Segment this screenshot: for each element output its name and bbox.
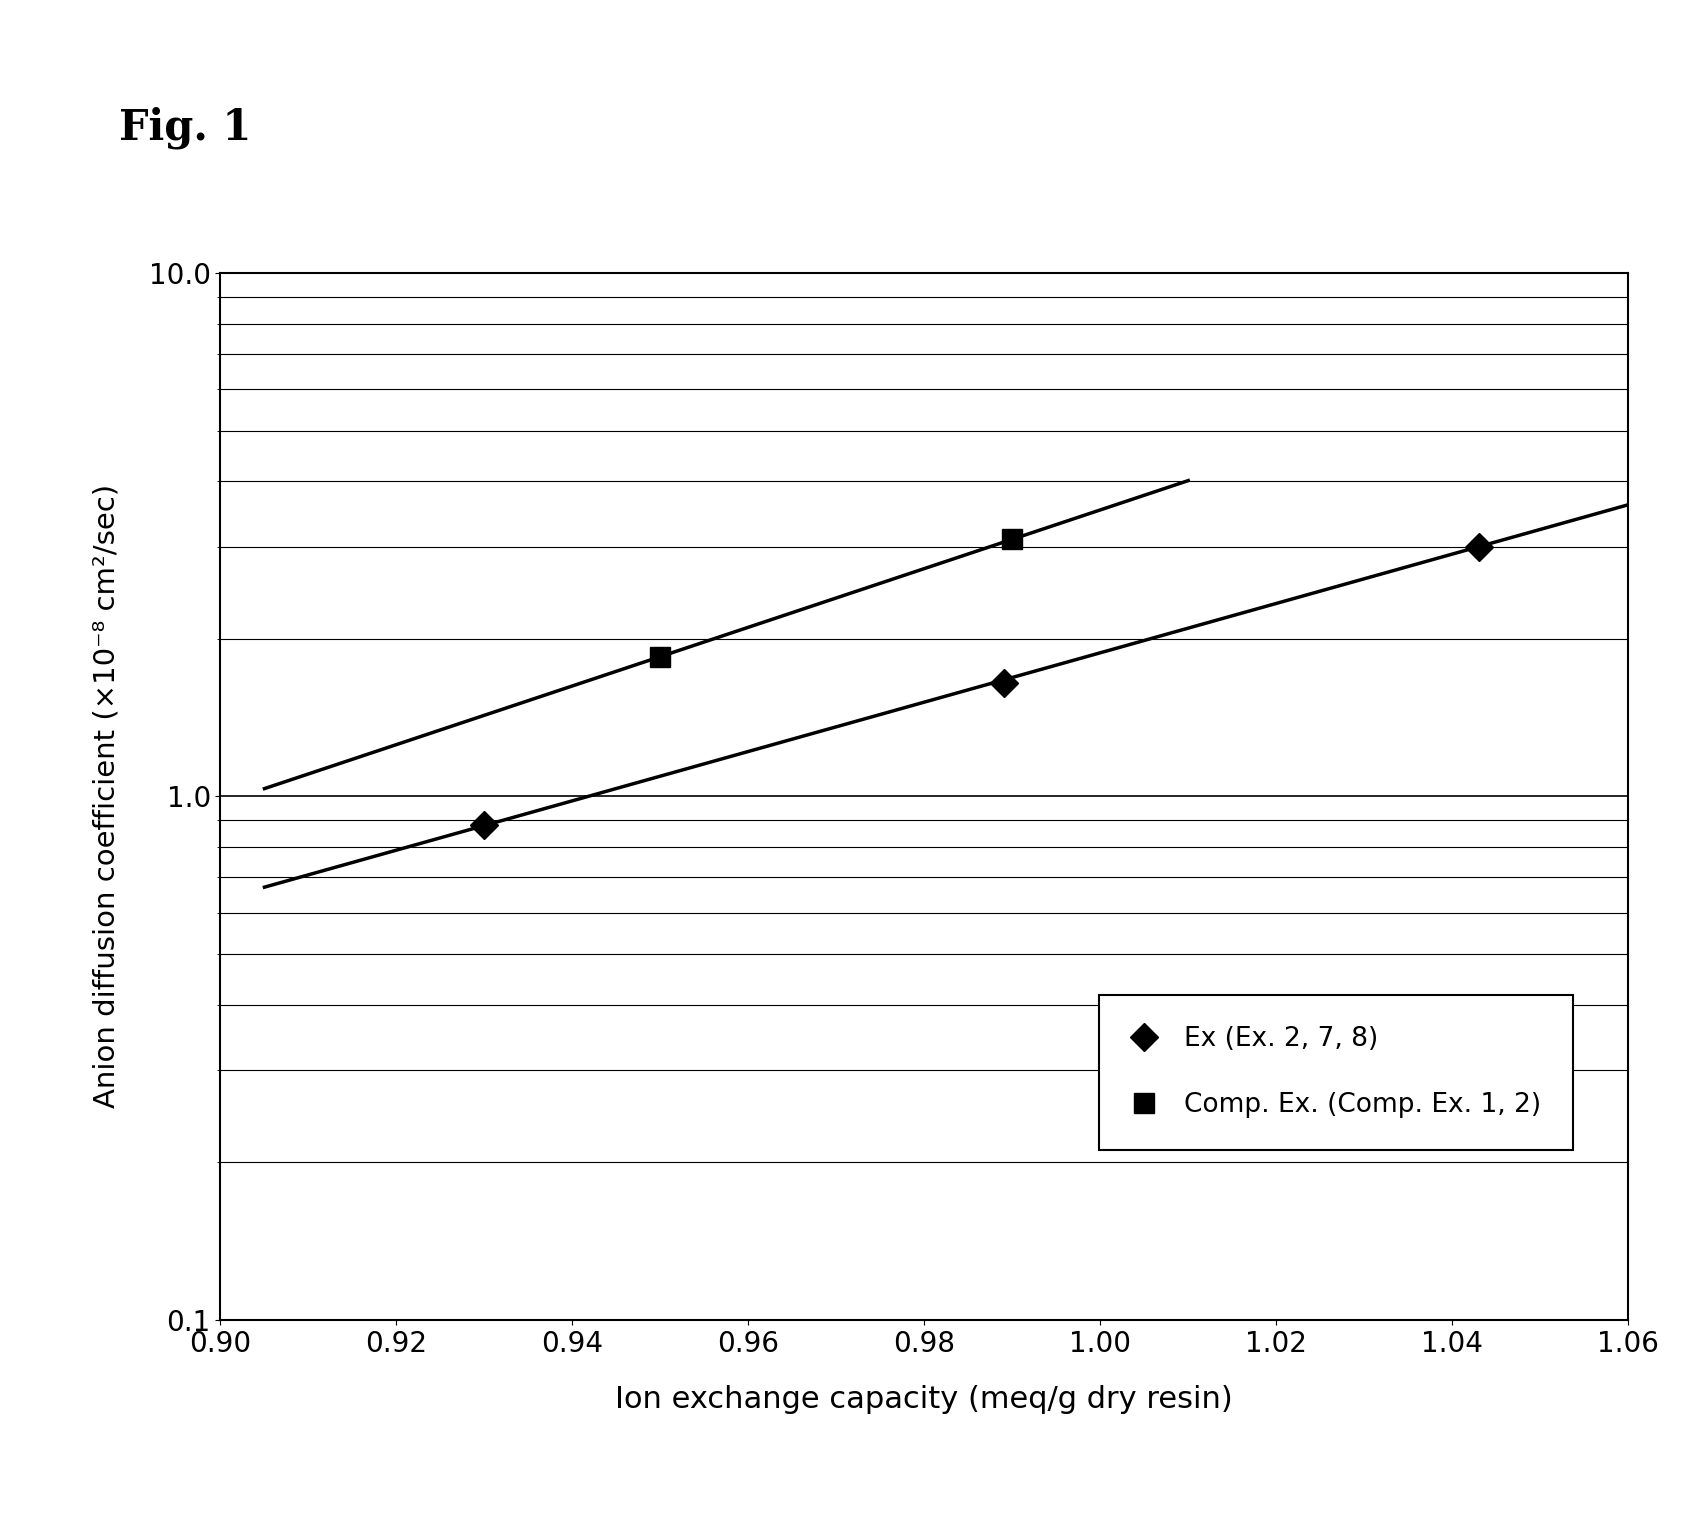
Line: Ex (Ex. 2, 7, 8): Ex (Ex. 2, 7, 8): [475, 537, 1489, 836]
X-axis label: Ion exchange capacity (meq/g dry resin): Ion exchange capacity (meq/g dry resin): [616, 1385, 1233, 1414]
Y-axis label: Anion diffusion coefficient (×10⁻⁸ cm²/sec): Anion diffusion coefficient (×10⁻⁸ cm²/s…: [93, 484, 120, 1109]
Ex (Ex. 2, 7, 8): [994, 674, 1014, 692]
Comp. Ex. (Comp. Ex. 1, 2): [1002, 529, 1023, 548]
Ex (Ex. 2, 7, 8): [1469, 537, 1489, 555]
Comp. Ex. (Comp. Ex. 1, 2): [650, 648, 670, 666]
Line: Comp. Ex. (Comp. Ex. 1, 2): Comp. Ex. (Comp. Ex. 1, 2): [650, 529, 1023, 667]
Legend: Ex (Ex. 2, 7, 8), Comp. Ex. (Comp. Ex. 1, 2): Ex (Ex. 2, 7, 8), Comp. Ex. (Comp. Ex. 1…: [1099, 995, 1572, 1150]
Text: Fig. 1: Fig. 1: [119, 106, 251, 149]
Ex (Ex. 2, 7, 8): [475, 816, 495, 834]
